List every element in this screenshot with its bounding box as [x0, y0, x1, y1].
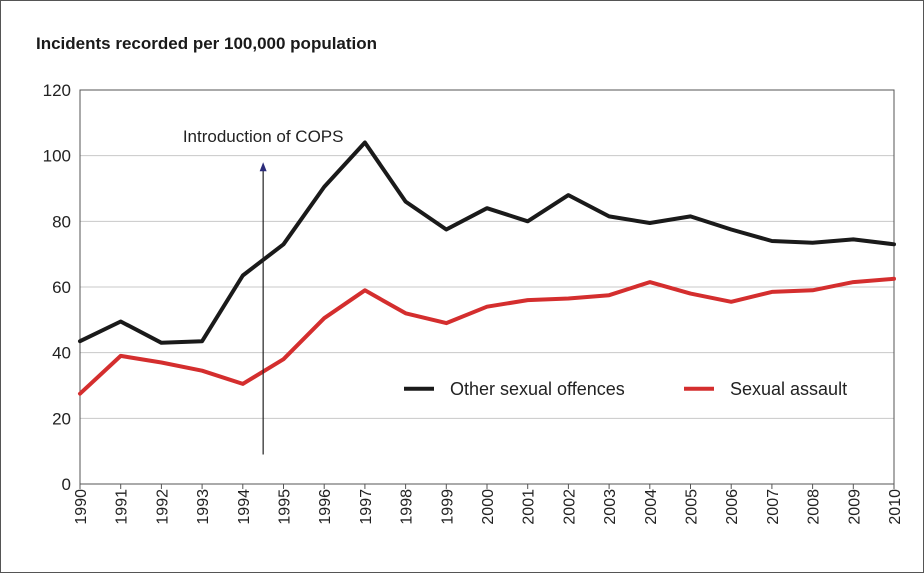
x-tick-label: 2001: [521, 489, 538, 525]
y-tick-label: 60: [52, 278, 71, 297]
legend-label: Sexual assault: [730, 379, 847, 399]
x-tick-label: 1996: [317, 489, 334, 525]
x-tick-label: 1995: [277, 489, 294, 525]
annotation-label: Introduction of COPS: [183, 127, 344, 146]
x-tick-label: 1990: [73, 489, 90, 525]
annotation-arrow-head: [259, 162, 267, 172]
x-tick-label: 2003: [602, 489, 619, 525]
y-tick-label: 20: [52, 409, 71, 428]
legend: Other sexual offences Sexual assault: [404, 379, 847, 399]
series-line: [78, 140, 896, 345]
y-tick-label: 80: [52, 212, 71, 231]
series-line: [78, 276, 896, 396]
series-lines: [78, 140, 896, 396]
x-tick-label: 2007: [765, 489, 782, 525]
x-tick-label: 1994: [236, 489, 253, 525]
x-tick-label: 2004: [643, 489, 660, 525]
x-tick-label: 2002: [561, 489, 578, 525]
x-tick-label: 2006: [724, 489, 741, 525]
x-tick-label: 2008: [806, 489, 823, 525]
annotation: Introduction of COPS: [183, 127, 344, 455]
x-tick-label: 1997: [358, 489, 375, 525]
y-tick-label: 40: [52, 344, 71, 363]
y-axis-ticks: 0 20 40 60 80 100 120: [43, 81, 71, 494]
plot-border: [79, 89, 895, 485]
x-tick-label: 2005: [684, 489, 701, 525]
x-tick-label: 2009: [846, 489, 863, 525]
chart-title: Incidents recorded per 100,000 populatio…: [36, 34, 378, 53]
x-tick-label: 1993: [195, 489, 212, 525]
y-tick-label: 120: [43, 81, 71, 100]
x-tick-label: 2000: [480, 489, 497, 525]
legend-label: Other sexual offences: [450, 379, 625, 399]
x-tick-label: 1991: [114, 489, 131, 525]
gridlines: [80, 155, 894, 419]
y-tick-label: 100: [43, 147, 71, 166]
x-axis-ticks: 1990 1991 1992 1993 1994 1995 1996 1997 1998 1999…: [73, 484, 904, 525]
x-tick-label: 1998: [399, 489, 416, 525]
x-tick-label: 1999: [439, 489, 456, 525]
x-tick-label: 2010: [887, 489, 904, 525]
x-tick-label: 1992: [154, 489, 171, 525]
y-tick-label: 0: [62, 475, 71, 494]
